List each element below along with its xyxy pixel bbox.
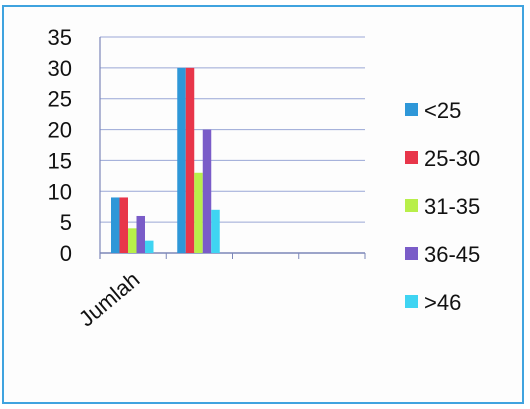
bar-2-1 [119,197,128,253]
legend-label: >46 [424,290,461,315]
legend-label: 36-45 [424,242,480,267]
bar-4-1 [136,215,145,253]
bar-5-2 [211,209,220,253]
y-tick-label: 15 [48,148,72,173]
y-tick-label: 0 [60,241,72,266]
legend-label: <25 [424,98,461,123]
y-tick-label: 25 [48,87,72,112]
legend-label: 31-35 [424,194,480,219]
y-tick-label: 30 [48,56,72,81]
bar-4-2 [202,129,212,253]
bar-3-1 [128,228,137,253]
bar-5-1 [145,240,154,253]
legend-swatch [405,103,418,116]
legend-swatch [405,151,418,164]
bar-1-2 [177,67,186,253]
x-category-label: Jumlah [74,267,144,332]
chart-frame [2,5,524,404]
legend-label: 25-30 [424,146,480,171]
y-tick-label: 35 [48,25,72,50]
legend-swatch [405,295,418,308]
legend-swatch [405,199,418,212]
legend-swatch [405,247,418,260]
bar-2-2 [185,67,195,253]
bar-1-1 [111,197,120,253]
y-tick-label: 10 [48,179,72,204]
bar-3-2 [194,172,203,253]
y-tick-label: 5 [60,210,72,235]
y-tick-label: 20 [48,118,72,143]
